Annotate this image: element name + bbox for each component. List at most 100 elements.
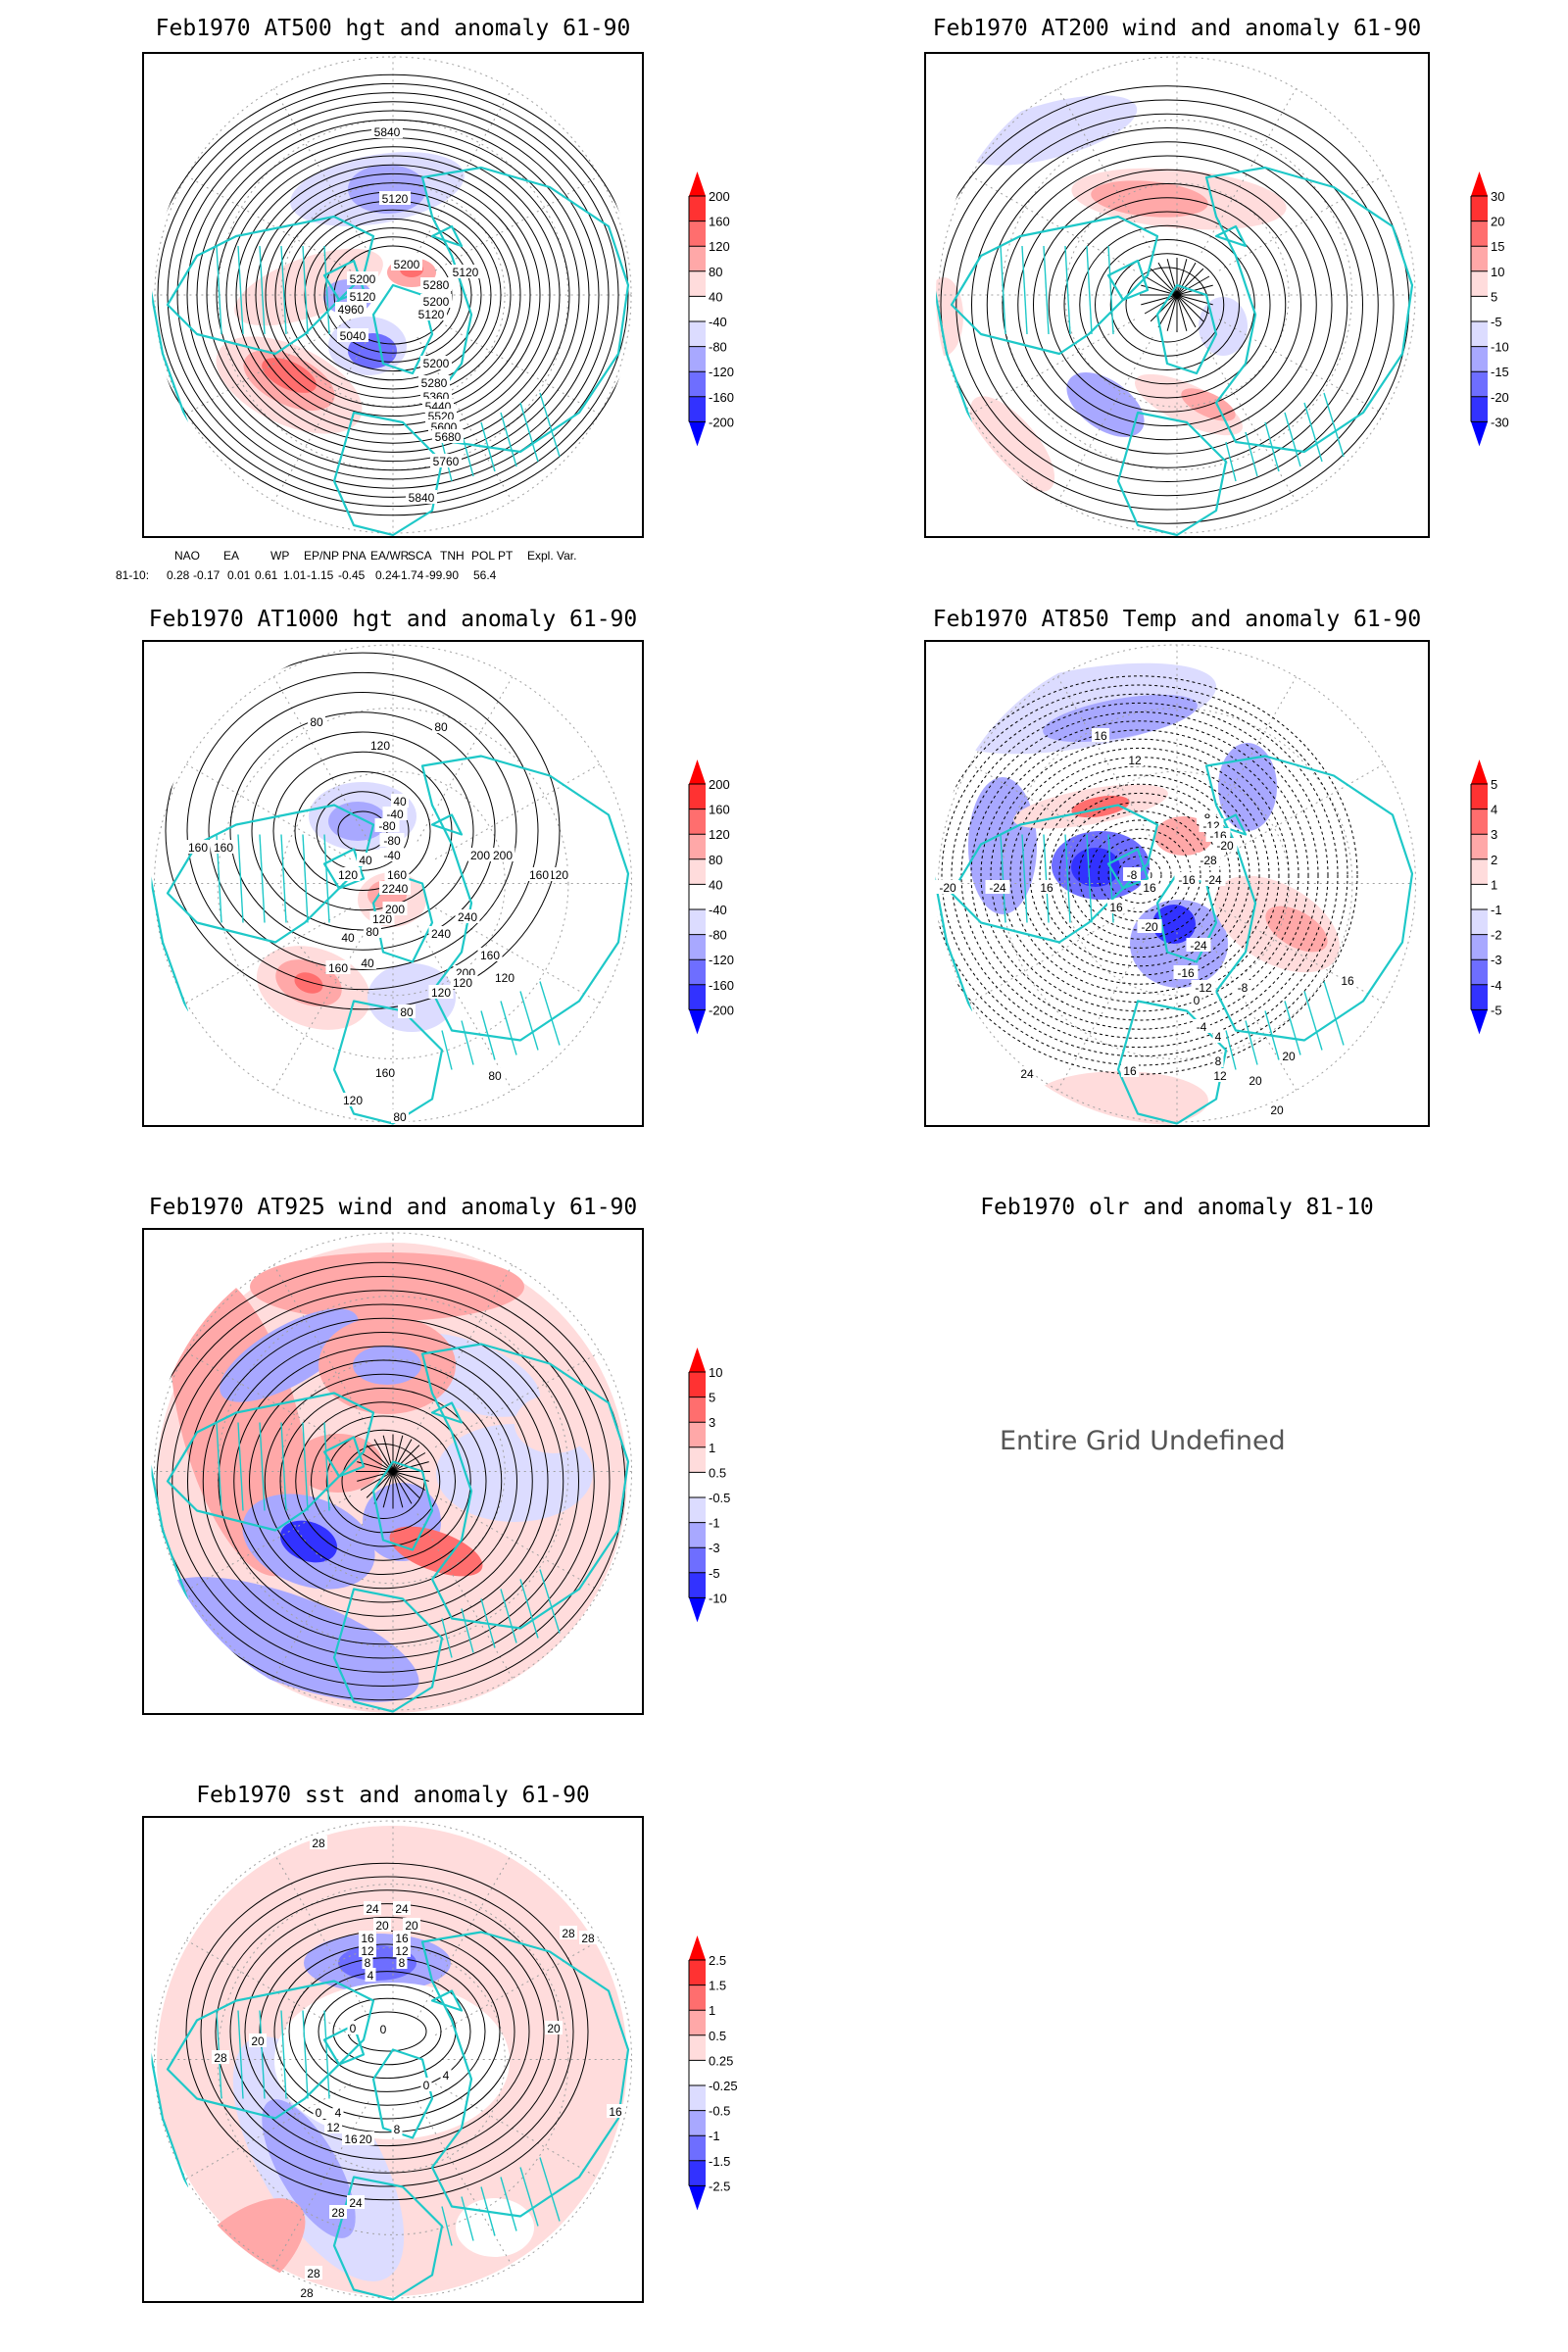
contour-label-bg xyxy=(372,1065,398,1079)
coastline xyxy=(166,1980,375,2120)
index-value-tnh: 0.24 xyxy=(375,568,399,582)
meridian-line xyxy=(1200,336,1297,502)
contour-line xyxy=(304,218,482,372)
contour-label-bg xyxy=(1141,880,1158,894)
streamline xyxy=(360,1471,394,1491)
colorbar-tick-label: 30 xyxy=(1491,189,1504,204)
colorbar-tick-label: -120 xyxy=(709,365,734,379)
border-line xyxy=(461,1020,474,1065)
panel-title-at1000: Feb1970 AT1000 hgt and anomaly 61-90 xyxy=(148,607,638,632)
meridian-line xyxy=(416,925,514,1091)
meridian-line xyxy=(434,1939,601,2036)
colorbar-tick-label: -2.5 xyxy=(709,2179,730,2193)
contour-label: 120 xyxy=(431,986,451,1000)
streamline xyxy=(249,1359,517,1603)
index-header-wp: WP xyxy=(270,549,290,563)
meridian-line xyxy=(434,906,601,1004)
meridian-line xyxy=(272,925,369,1091)
colorbar-tick-label: -0.5 xyxy=(709,1491,730,1505)
contour-label: -20 xyxy=(939,881,956,895)
contour-line xyxy=(185,1862,589,2201)
colorbar-band xyxy=(689,196,706,221)
contour-label: -80 xyxy=(378,819,396,833)
contour-label-bg xyxy=(560,1926,577,1939)
contour-label-bg xyxy=(357,2132,374,2145)
colorbar-tick-label: -1 xyxy=(709,1516,720,1531)
streamline xyxy=(1176,294,1210,315)
contour-label-bg xyxy=(212,2050,229,2064)
border-line xyxy=(259,834,266,923)
contour-label-bg xyxy=(359,1943,376,1957)
border-line xyxy=(216,1422,222,1511)
contour-label: 20 xyxy=(1249,1074,1262,1088)
contour-label: 200 xyxy=(385,903,405,916)
contour-label-bg xyxy=(1018,1066,1036,1080)
contour-label: 28 xyxy=(581,1932,595,1945)
panel-title-at850: Feb1970 AT850 Temp and anomaly 61-90 xyxy=(932,607,1422,632)
contour-line xyxy=(186,671,539,991)
panel-title-sst: Feb1970 sst and anomaly 61-90 xyxy=(196,1783,590,1808)
contour-label-bg xyxy=(347,2195,365,2209)
colorbar-band xyxy=(1471,909,1488,935)
contour-label: 80 xyxy=(310,715,323,729)
colorbar-tick-label: -4 xyxy=(1491,978,1502,993)
contour-label: 120 xyxy=(370,739,390,753)
colorbar-band xyxy=(689,1396,706,1423)
contour-label: 80 xyxy=(434,720,448,734)
coastline xyxy=(371,2048,434,2139)
streamline xyxy=(1176,268,1204,296)
contour-label-bg xyxy=(420,294,452,308)
index-value-ea: -0.17 xyxy=(193,568,220,582)
map-at200 xyxy=(924,52,1430,538)
anomaly-region xyxy=(262,2099,356,2238)
contour-label-bg xyxy=(347,271,378,285)
streamline xyxy=(1150,294,1178,322)
contour-label: 16 xyxy=(1040,881,1054,895)
contour-label-bg xyxy=(371,124,403,138)
contour-label: -24 xyxy=(989,881,1006,895)
contour-label-bg xyxy=(425,409,457,422)
contour-label-bg xyxy=(1107,900,1125,913)
streamline xyxy=(1095,239,1240,370)
index-value-expl-var: 56.4 xyxy=(473,568,497,582)
contour-label: -16 xyxy=(1178,873,1196,887)
index-header-pol: POL xyxy=(471,549,496,563)
coastline xyxy=(322,1436,366,1478)
contour-label-bg xyxy=(985,880,1010,894)
colorbar-band xyxy=(1471,858,1488,885)
panel-frame xyxy=(924,640,1430,1127)
contour-label: 12 xyxy=(361,1944,374,1958)
contour-label: 16 xyxy=(1143,881,1156,895)
colorbar-sst: 2.5 1.5 1 0.5 0.25 -0.25 -0.5 -1 -1.5 -2.5 xyxy=(688,1936,738,2211)
contour-label: 80 xyxy=(400,1005,414,1019)
contour-label: 160 xyxy=(328,961,348,975)
contour-label: -8 xyxy=(1238,981,1249,995)
anomaly-region xyxy=(368,963,456,1032)
anomaly-region xyxy=(274,1983,510,2139)
contour-line xyxy=(196,119,590,471)
panel-frame xyxy=(142,52,644,538)
latitude-circle xyxy=(280,1358,506,1585)
border-line xyxy=(323,1422,330,1511)
contour-label: 24 xyxy=(349,2196,363,2210)
border-line xyxy=(1021,245,1028,335)
border-line xyxy=(237,834,244,923)
contour-label-bg xyxy=(362,1955,373,1969)
contour-label: 0 xyxy=(380,2023,387,2036)
contour-line xyxy=(265,182,521,408)
coastline xyxy=(1116,411,1228,536)
colorbar-at925: 10 5 3 1 0.5 -0.5 -1 -3 -5 -10 xyxy=(688,1348,730,1623)
colorbar-band xyxy=(1471,346,1488,372)
contour-label: 8 xyxy=(399,1956,406,1970)
colorbar-tick-label: -0.5 xyxy=(709,2104,730,2119)
coastline xyxy=(1204,755,1414,1042)
contour-label: 160 xyxy=(375,1066,395,1080)
contour-label-bg xyxy=(1268,1102,1286,1116)
meridian-line xyxy=(185,763,352,860)
coastline xyxy=(430,1401,464,1424)
contour-label: 16 xyxy=(1109,901,1123,914)
coastline xyxy=(1204,166,1414,454)
contour-label-bg xyxy=(185,840,211,854)
colorbar-tick-label: -5 xyxy=(1491,315,1502,329)
border-line xyxy=(1323,981,1345,1046)
